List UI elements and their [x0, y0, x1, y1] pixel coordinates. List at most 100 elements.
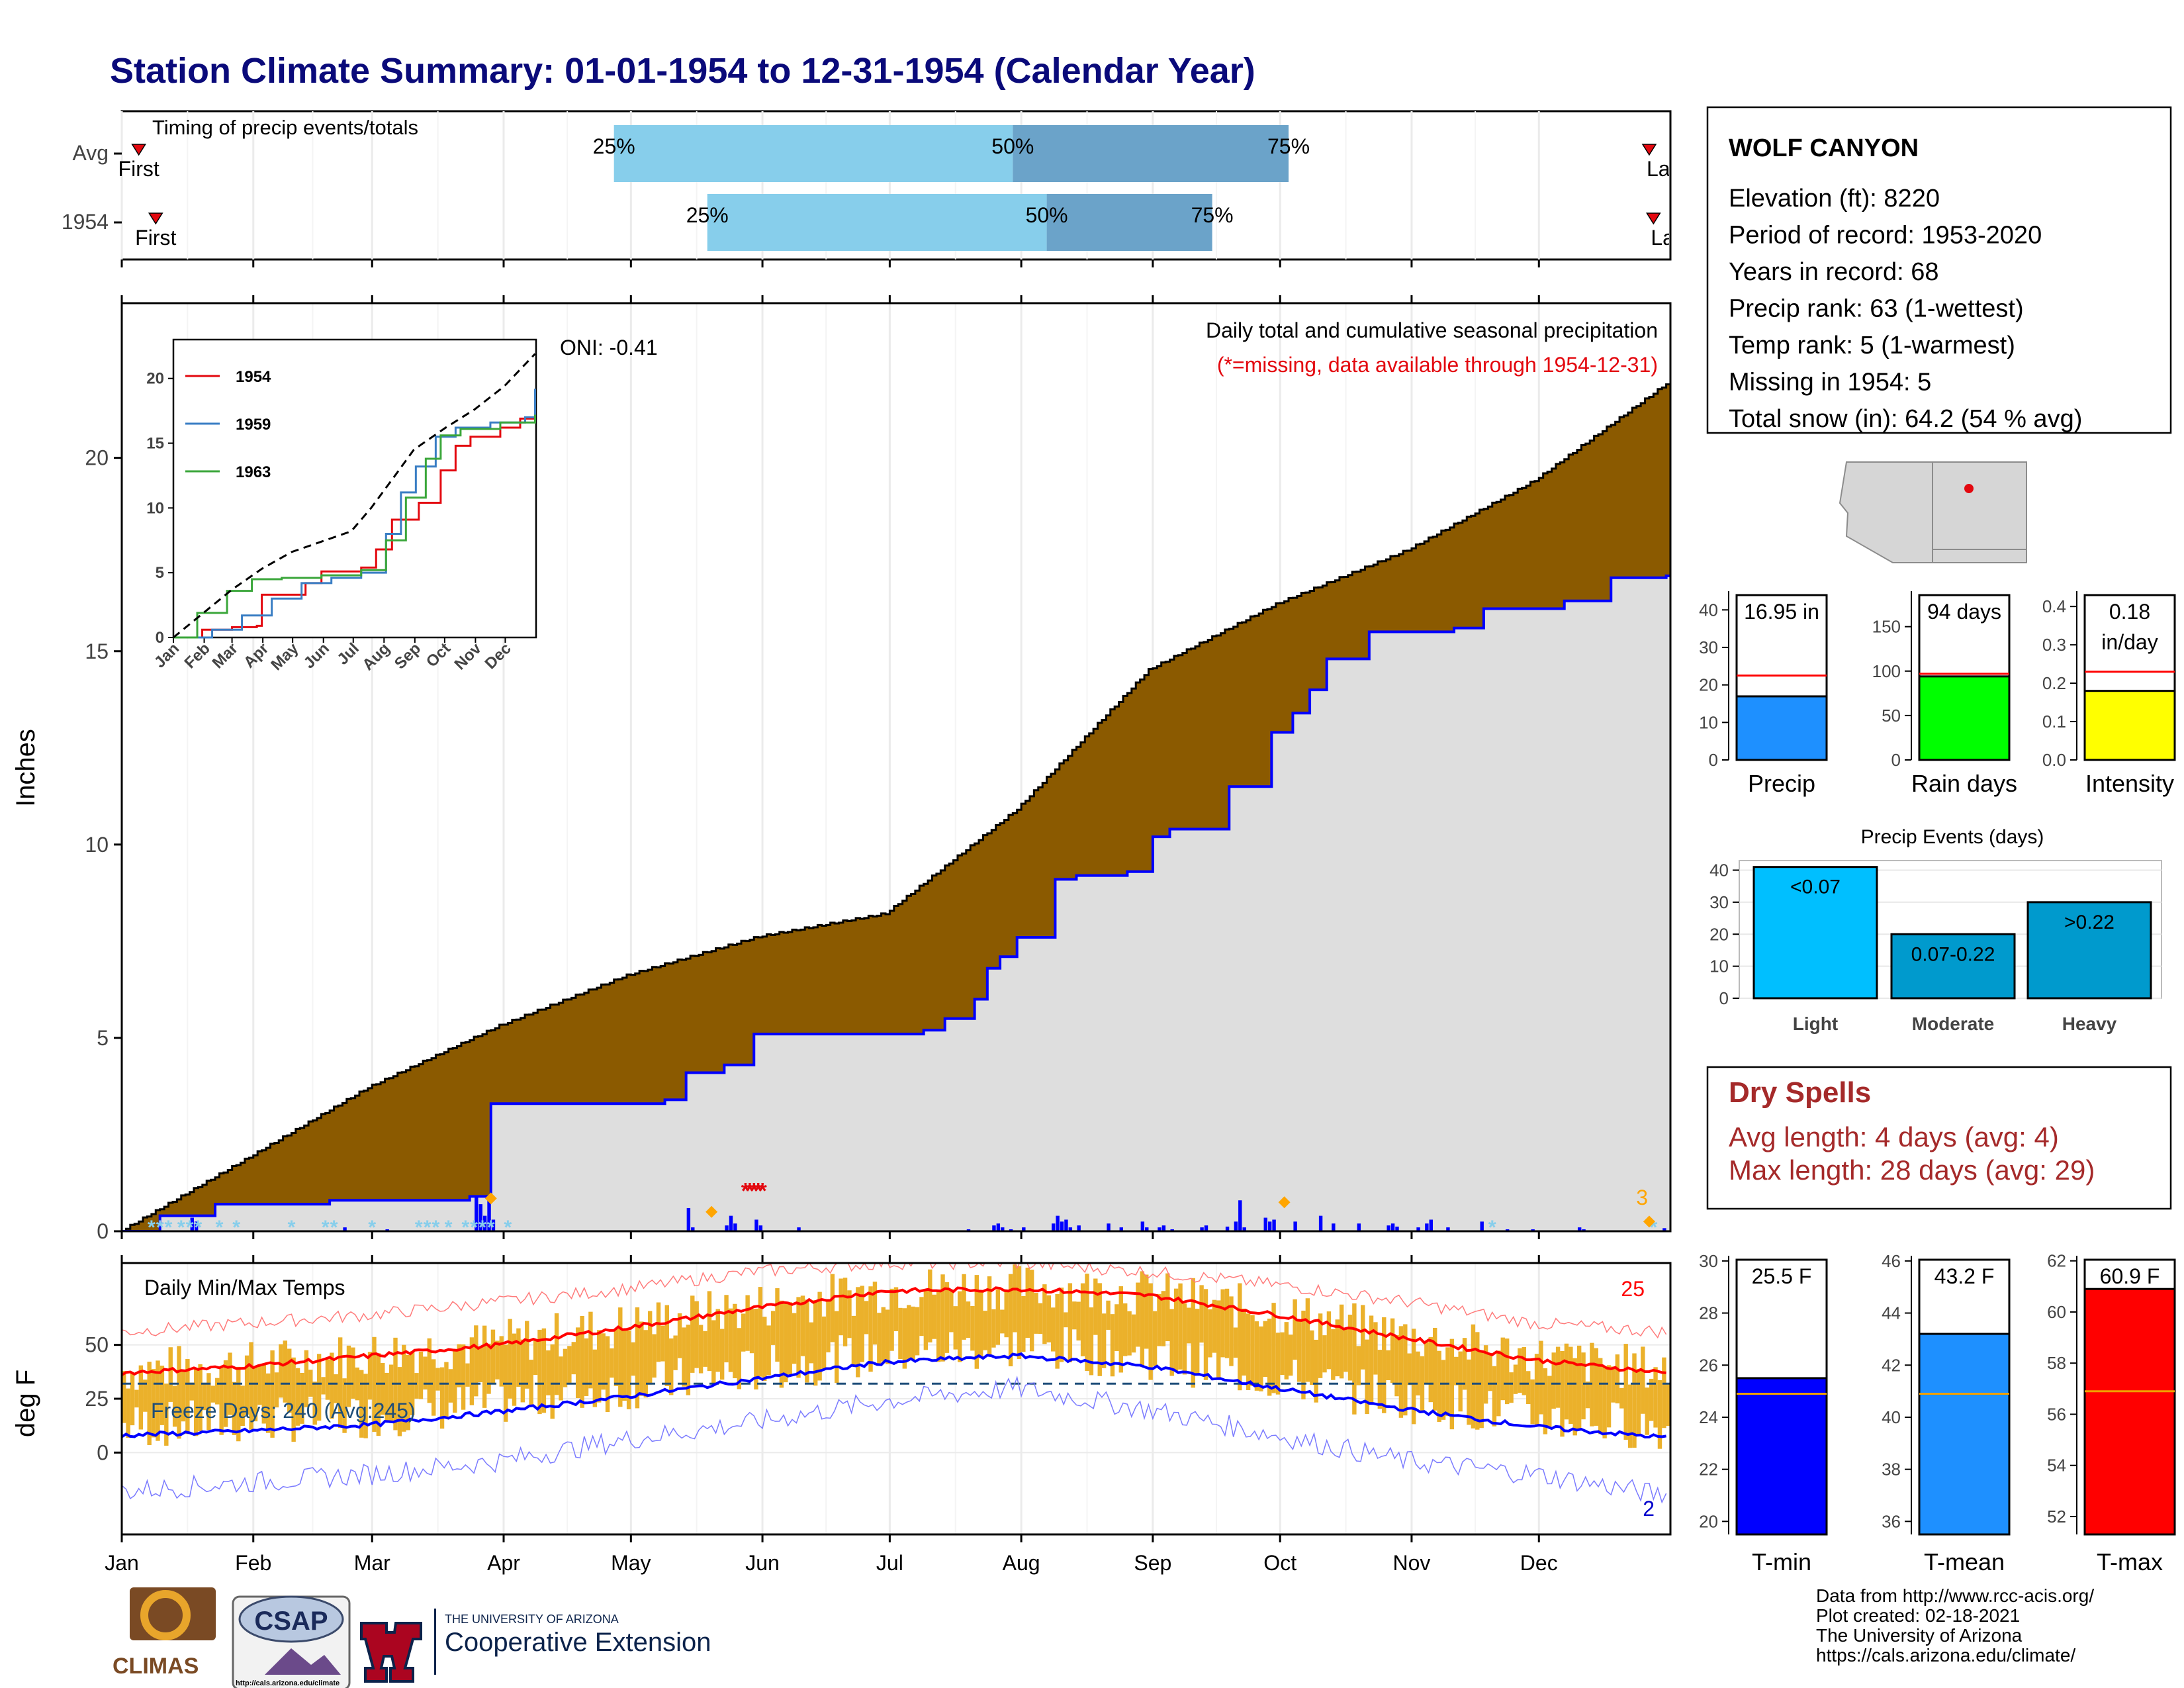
timing-panel: 25% 50% 75% First Last Avg 25% 50% 75% First Last 1…: [62, 110, 1672, 261]
daily-temp-range-bar: [1259, 1326, 1263, 1391]
avg-min-line: [122, 1352, 1666, 1438]
daily-temp-range-bar: [388, 1364, 394, 1423]
daily-temp-range-bar: [1271, 1303, 1276, 1393]
timing-title: Timing of precip events/totals: [152, 116, 418, 139]
daily-temp-range-bar: [1187, 1307, 1191, 1344]
daily-precip-bar: [797, 1227, 801, 1231]
daily-temp-range-bar: [1539, 1340, 1543, 1415]
daily-precip-bar: [1480, 1221, 1484, 1231]
daily-temp-range-bar: [512, 1333, 517, 1406]
mini-bar-value-label: 25.5 F: [1752, 1264, 1812, 1288]
daily-temp-range-bar: [206, 1373, 211, 1430]
first-event-marker: [148, 212, 163, 225]
daily-temp-range-bar: [1173, 1288, 1179, 1371]
station-info-line: Period of record: 1953-2020: [1729, 222, 2042, 250]
daily-temp-range-bar: [932, 1294, 936, 1339]
inset-legend-label: 1963: [236, 463, 271, 481]
record-min-count: 2: [1643, 1497, 1655, 1521]
daily-temp-range-bar: [1547, 1376, 1552, 1429]
daily-temp-range-bar: [784, 1303, 788, 1383]
timing-percent-label: 50%: [991, 134, 1034, 158]
daily-temp-range-bar: [830, 1274, 835, 1342]
month-label: Apr: [487, 1551, 520, 1575]
station-info-line: Missing in 1954: 5: [1729, 369, 1931, 397]
daily-temp-range-bar: [1420, 1356, 1425, 1411]
daily-temp-range-bar: [1649, 1378, 1654, 1421]
missing-data-marker: *: [750, 1179, 759, 1204]
daily-temp-range-bar: [435, 1368, 440, 1391]
daily-temp-range-bar: [584, 1338, 589, 1396]
mini-y-tick-label: 0.3: [2042, 635, 2066, 655]
missing-data-marker: *: [741, 1179, 751, 1204]
daily-temp-range-bar: [1008, 1274, 1013, 1367]
daily-temp-range-bar: [719, 1329, 725, 1380]
precip-events-category: Heavy: [2062, 1013, 2117, 1034]
precip-events-y-tick-label: 10: [1709, 957, 1729, 976]
daily-temp-range-bar: [847, 1290, 852, 1338]
daily-temp-range-bar: [1373, 1322, 1378, 1375]
first-event-label: First: [135, 226, 176, 250]
daily-precip-bar: [1429, 1219, 1433, 1231]
daily-temp-range-bar: [664, 1305, 670, 1386]
daily-temp-range-bar: [1106, 1300, 1111, 1330]
daily-temp-range-bar: [635, 1307, 640, 1409]
daily-precip-bar: [1060, 1221, 1064, 1231]
daily-temp-range-bar: [525, 1321, 529, 1389]
mini-y-tick-label: 52: [2047, 1507, 2066, 1526]
precip-y-tick-label: 15: [85, 639, 109, 663]
daily-temp-range-bar: [1038, 1303, 1043, 1335]
daily-temp-range-bar: [316, 1354, 322, 1421]
inset-y-tick-label: 0: [156, 629, 164, 647]
daily-temp-range-bar: [486, 1343, 491, 1394]
station-location-dot: [1964, 484, 1974, 493]
daily-temp-range-bar: [257, 1366, 262, 1405]
daily-temp-range-bar: [1356, 1346, 1361, 1385]
daily-temp-range-bar: [359, 1370, 364, 1438]
daily-temp-range-bar: [656, 1302, 661, 1362]
precip-y-tick-label: 10: [85, 833, 109, 857]
temps-y-tick-label: 0: [97, 1440, 109, 1464]
inset-y-tick-label: 10: [146, 499, 164, 517]
daily-temp-range-bar: [559, 1356, 563, 1401]
ua-a-icon: [360, 1622, 422, 1683]
daily-temp-range-bar: [1004, 1289, 1009, 1338]
daily-temp-range-bar: [940, 1274, 945, 1362]
daily-temp-range-bar: [682, 1327, 686, 1387]
daily-temp-range-bar: [733, 1303, 737, 1379]
timing-bar-late: [1013, 125, 1289, 182]
daily-temp-range-bar: [762, 1317, 767, 1382]
daily-temp-range-bar: [677, 1313, 682, 1358]
climas-logo-sun: [140, 1590, 191, 1640]
daily-temp-range-bar: [253, 1366, 258, 1422]
daily-temp-range-bar: [605, 1336, 610, 1413]
daily-temp-range-bar: [1152, 1311, 1158, 1366]
daily-temp-range-bar: [1407, 1353, 1412, 1385]
snow-day-marker: *: [487, 1217, 495, 1239]
daily-temp-range-bar: [372, 1336, 377, 1432]
summary-temp-bars: 20 22 24 26 28 30 25.5 F T-min 36 38 40 42 44 46 43.2 …: [1699, 1251, 2176, 1575]
daily-precip-bar: [758, 1225, 763, 1231]
footer-line: Data from http://www.rcc-acis.org/: [1816, 1585, 2094, 1606]
daily-temp-range-bar: [202, 1382, 207, 1411]
daily-temp-range-bar: [363, 1374, 368, 1438]
ua-logo-line2: Cooperative Extension: [445, 1628, 711, 1657]
missing-data-marker: *: [754, 1179, 763, 1204]
daily-temp-range-bar: [1361, 1305, 1365, 1370]
daily-temp-range-bar: [1424, 1342, 1429, 1383]
daily-temp-range-bar: [800, 1295, 805, 1356]
daily-temp-range-bar: [724, 1295, 729, 1363]
daily-temp-range-bar: [1437, 1350, 1441, 1422]
daily-temp-range-bar: [1339, 1304, 1344, 1379]
daily-precip-bar: [1416, 1227, 1420, 1231]
daily-temp-range-bar: [181, 1371, 186, 1422]
daily-temp-range-bar: [1097, 1283, 1102, 1376]
daily-precip-bar: [1056, 1215, 1060, 1231]
daily-temp-range-bar: [453, 1349, 457, 1413]
daily-temp-range-bar: [1242, 1308, 1246, 1376]
daily-temp-range-bar: [1369, 1315, 1374, 1405]
footer: Data from http://www.rcc-acis.org/Plot c…: [1816, 1585, 2094, 1665]
month-axis: Jan Feb Mar Apr May Jun Jul Aug Sep Oct Nov Dec: [105, 259, 1558, 1575]
daily-temp-range-bar: [228, 1352, 232, 1415]
daily-temp-range-bar: [240, 1385, 245, 1426]
daily-temp-range-bar: [1165, 1273, 1170, 1342]
